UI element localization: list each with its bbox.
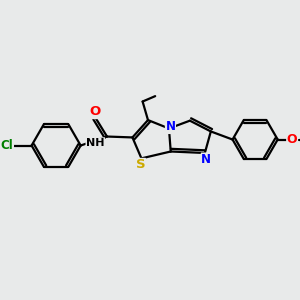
Text: Cl: Cl: [1, 139, 13, 152]
Text: N: N: [201, 153, 211, 166]
Text: S: S: [136, 158, 145, 172]
Text: N: N: [165, 121, 176, 134]
Text: O: O: [287, 133, 297, 146]
Text: O: O: [89, 106, 101, 118]
Text: NH: NH: [86, 138, 105, 148]
